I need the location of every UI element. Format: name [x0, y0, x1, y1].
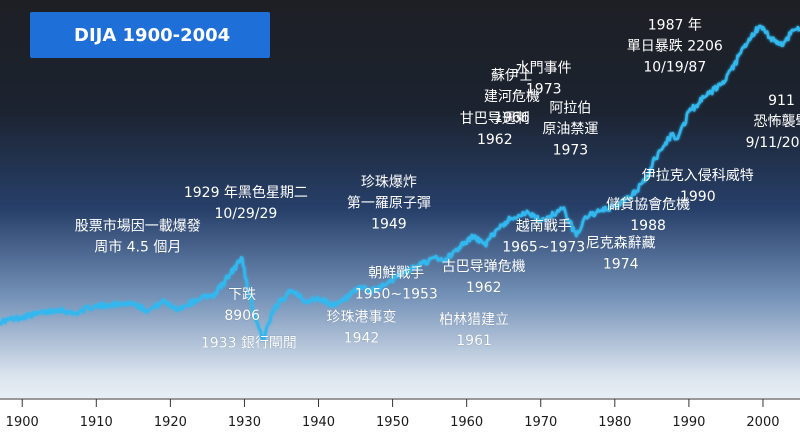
x-tick-label: 1960: [450, 415, 483, 430]
annotation-text: 珍珠港事变: [327, 310, 397, 326]
annotation: 水門事件 1973: [516, 61, 572, 98]
annotation-text: 珍珠爆炸: [361, 175, 417, 191]
annotation-text: 朝鮮戰手: [368, 265, 424, 281]
x-tick-label: 1970: [524, 415, 557, 430]
annotation: 911 恐怖襲擘 9/11/2001: [746, 93, 800, 151]
annotation-text: 1961: [456, 333, 492, 349]
chart-title: DIJA 1900-2004: [74, 25, 230, 46]
x-tick-label: 1940: [302, 415, 335, 430]
annotation-text: 蘇伊士: [491, 68, 533, 84]
annotation-text: 1933 銀行閘閒: [201, 336, 297, 352]
annotation-text: 1950~1953: [355, 286, 438, 302]
annotation: 越南戰手 1965~1973: [502, 218, 586, 256]
annotation-text: 柏林猎建立: [439, 312, 509, 328]
annotation: 下跌 8906: [224, 287, 260, 325]
annotation: 甘巴导週剌 1962: [460, 111, 530, 148]
annotation-text: 1965~1973: [502, 240, 585, 256]
x-tick-label: 1900: [6, 415, 39, 430]
annotation-text: 建河危機: [484, 89, 540, 105]
annotation-text: 1949: [371, 217, 407, 233]
annotation-text: 古巴导弹危機: [442, 259, 526, 275]
annotation: 1929 年黑色星期二 10/29/29: [184, 184, 308, 222]
annotation-text: 周市 4.5 個月: [94, 239, 181, 256]
annotation: 1933 銀行閘閒: [201, 335, 298, 352]
x-axis: 1900 1910 1920 1930 1940 1950 1960 1970 1980 1990…: [0, 398, 800, 437]
annotation: 古巴导弹危機 1962: [441, 259, 526, 297]
annotation: 珍珠港事变 1942: [326, 309, 397, 347]
annotation-text: 單日暴跌 2206: [627, 39, 723, 55]
x-tick-label: 1980: [598, 415, 631, 430]
annotation-text: 1974: [603, 257, 639, 273]
annotation-text: 第一羅原子彈: [347, 195, 431, 212]
annotation-text: 8906: [224, 308, 260, 324]
annotation-text: 9/11/2001: [746, 135, 800, 151]
x-tick-label: 1930: [228, 415, 261, 430]
annotation-text: 水門事件: [516, 61, 572, 77]
title-background: [30, 12, 270, 58]
annotation: 伊拉克入侵科威特 1990: [642, 167, 754, 205]
annotation-text: 1942: [344, 331, 380, 347]
annotation-text: 10/29/29: [214, 206, 277, 222]
annotation-text: 1962: [477, 132, 513, 148]
annotation-text: 甘巴导週剌: [460, 111, 530, 127]
annotation: 朝鮮戰手 1950~1953: [354, 265, 438, 303]
annotation-text: 1973: [526, 82, 562, 98]
annotation-text: 911: [768, 93, 795, 109]
annotation-text: 10/19/87: [643, 60, 706, 76]
annotation-text: 原油禁運: [542, 122, 598, 138]
annotation: 尼克森辭藏 1974: [585, 235, 656, 273]
annotation-text: 恐怖襲擘: [754, 113, 800, 130]
annotation-text: 股票市場因一載爆發: [75, 218, 201, 235]
annotation-text: 1966: [494, 110, 530, 126]
x-tick-label: 1950: [376, 415, 409, 430]
annotation-text: 儲貸協會危機: [606, 197, 690, 213]
annotation-text: 1990: [680, 189, 716, 205]
annotation-text: 尼克森辭藏: [586, 236, 656, 252]
series-layer: [0, 24, 800, 341]
x-tick-label: 1990: [672, 415, 705, 430]
annotation-text: 阿拉伯: [549, 101, 591, 117]
annotation: 儲貸協會危機 1988: [606, 197, 691, 235]
annotation-text: 越南戰手: [516, 219, 572, 235]
series-line-0: [0, 24, 800, 341]
annotation-text: 1973: [553, 143, 589, 159]
x-axis-band: [0, 398, 800, 437]
annotation-text: 1987 年: [648, 18, 702, 34]
x-tick-label: 1920: [154, 415, 187, 430]
title-box: DIJA 1900-2004: [30, 12, 270, 58]
annotation-text: 1962: [466, 280, 502, 296]
annotation-text: 1988: [630, 218, 666, 234]
x-tick-label: 2000: [746, 415, 779, 430]
annotation-text: 下跌: [228, 287, 256, 303]
annotation-text: 1929 年黑色星期二: [184, 184, 308, 201]
annotation-text: 伊拉克入侵科威特: [642, 167, 754, 184]
annotation: 柏林猎建立 1961: [439, 312, 510, 350]
x-tick-label: 1910: [80, 415, 113, 430]
